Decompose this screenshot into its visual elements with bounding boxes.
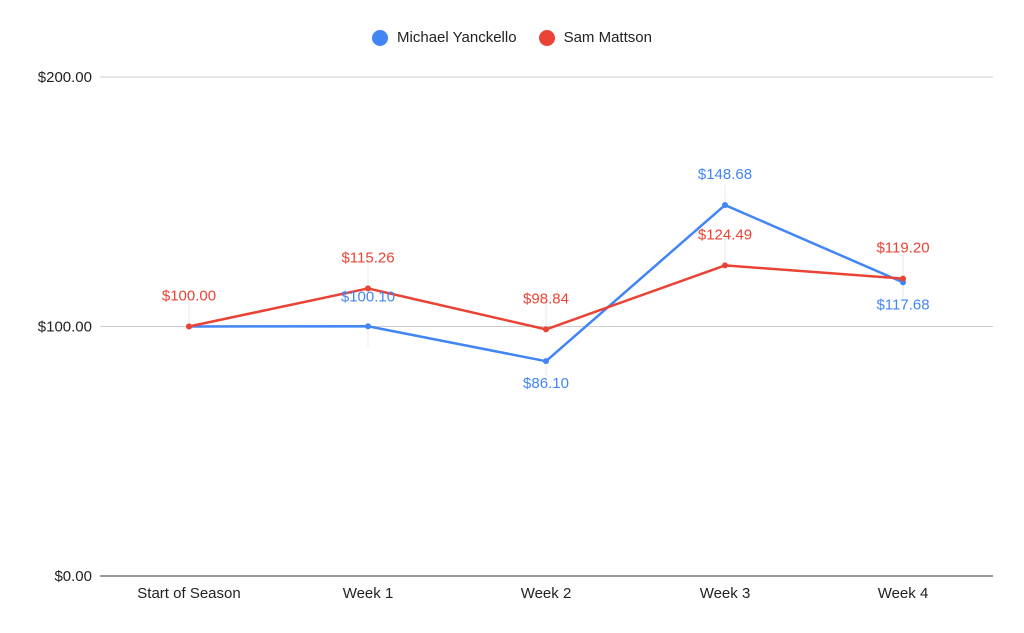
x-tick-label: Week 4 — [878, 585, 929, 602]
data-point — [365, 323, 371, 330]
data-label: $119.20 — [876, 240, 929, 257]
data-label: $124.49 — [698, 226, 752, 243]
y-tick-label: $0.00 — [54, 568, 92, 585]
data-label: $86.10 — [523, 375, 569, 392]
data-point — [722, 202, 728, 209]
series-line — [188, 203, 904, 363]
x-tick-label: Week 2 — [521, 585, 572, 602]
data-label: $98.84 — [523, 290, 569, 307]
data-point — [722, 262, 728, 269]
legend-marker-sam — [538, 29, 555, 46]
legend-label-michael: Michael Yanckello — [397, 29, 517, 46]
y-tick-label: $200.00 — [38, 69, 92, 86]
data-point — [900, 275, 906, 282]
data-label: $115.26 — [341, 249, 394, 266]
data-label: $148.68 — [698, 166, 752, 183]
x-tick-label: Week 1 — [343, 585, 394, 602]
legend-label-sam: Sam Mattson — [563, 29, 652, 46]
data-point — [543, 326, 549, 333]
x-tick-label: Week 3 — [700, 585, 751, 602]
x-tick-label: Start of Season — [137, 585, 240, 602]
data-label: $100.00 — [162, 288, 216, 305]
data-point — [365, 285, 371, 292]
legend-item-sam[interactable]: Sam Mattson — [538, 29, 652, 46]
data-label: $100.10 — [341, 288, 395, 305]
legend-marker-michael — [372, 29, 389, 46]
data-label: $117.68 — [876, 296, 929, 313]
data-point — [543, 358, 549, 365]
legend-item-michael[interactable]: Michael Yanckello — [372, 29, 517, 46]
chart-legend: Michael Yanckello Sam Mattson — [0, 29, 1024, 46]
data-point — [186, 323, 192, 330]
y-tick-label: $100.00 — [38, 319, 92, 336]
